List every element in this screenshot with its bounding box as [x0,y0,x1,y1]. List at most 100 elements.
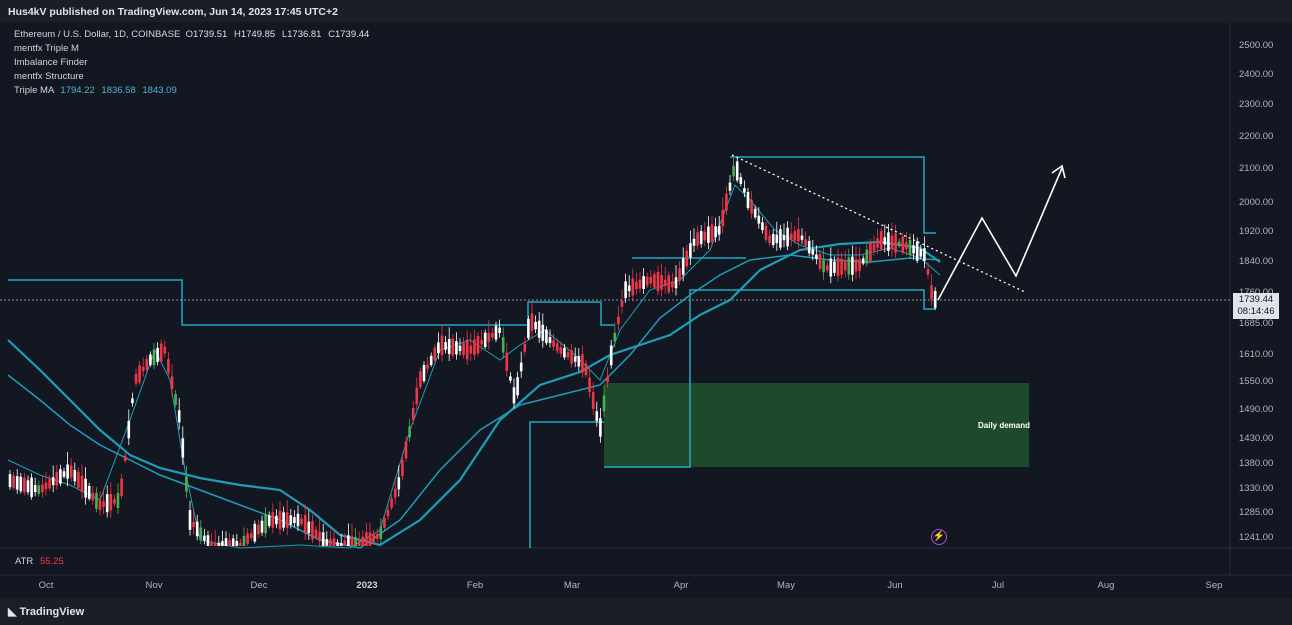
indicator-triple-ma[interactable]: Triple MA 1794.22 1836.58 1843.09 [14,84,373,98]
candle-body [41,484,44,493]
candle-body [181,438,185,458]
time-label: Jul [991,580,1005,591]
candle-body [55,471,59,486]
price-label: 1550.00 [1239,376,1274,387]
candle-body [822,260,825,273]
candle-body [329,538,332,546]
candle-body [429,355,433,365]
tradingview-logo-icon: ◣ [8,606,17,618]
candle-body [512,387,516,404]
candle-body [411,408,415,420]
candle-body [393,488,397,498]
candle-body [8,474,12,488]
candle-body [757,215,761,224]
candle-body [267,515,271,526]
candle-body [761,222,764,231]
candle-body [667,275,671,293]
candle-body [239,542,242,546]
candle-body [573,356,577,362]
candle-body [501,337,505,353]
structure-line-high [730,156,936,234]
candle-body [829,258,833,277]
candle-body [519,362,523,372]
ma-slow [7,240,941,547]
candle-body [134,373,138,384]
candle-body [876,238,879,248]
candle-body [408,426,411,438]
candle-body [836,257,840,276]
candle-body [123,455,127,462]
candle-body [426,364,429,369]
candlestick-series [8,158,937,546]
candle-body [696,232,699,246]
candle-body [750,199,753,214]
candle-body [537,320,541,338]
candle-body [840,258,843,275]
candle-body [48,478,51,489]
candle-body [642,276,645,289]
candle-body [541,324,545,341]
candle-body [764,225,768,240]
candle-body [555,343,559,352]
candle-body [138,365,141,383]
candle-body [577,356,581,367]
candle-body [825,265,829,271]
candle-body [159,343,163,362]
structure-line-demand [529,421,604,548]
candle-body [422,364,426,382]
candle-body [912,245,915,254]
candle-body [854,259,858,272]
candle-body [689,243,692,258]
candle-body [102,501,105,507]
candle-body [923,248,926,262]
candle-body [26,480,30,493]
candle-body [253,523,257,542]
candle-body [95,492,98,509]
candle-body [401,460,404,476]
candle-body [163,346,167,354]
price-chart[interactable] [0,0,1292,598]
indicator-imbalance-finder[interactable]: Imbalance Finder [14,57,88,68]
price-label: 2200.00 [1239,131,1274,142]
candle-body [656,272,660,292]
candle-body [602,395,606,412]
structure-lines [8,156,936,548]
current-price-value: 1739.44 [1238,294,1274,305]
candle-body [404,441,408,459]
triple-ma-label: Triple MA [14,85,54,96]
symbol-name[interactable]: Ethereum / U.S. Dollar, 1D, COINBASE [14,29,181,40]
daily-demand-zone [604,383,1029,467]
indicator-triple-m[interactable]: mentfx Triple M [14,43,79,54]
price-label: 2000.00 [1239,197,1274,208]
candle-body [631,278,635,296]
indicator-structure[interactable]: mentfx Structure [14,71,84,82]
candle-body [221,541,224,546]
candle-body [235,540,239,546]
candle-body [563,347,566,358]
candle-body [487,333,491,342]
candle-body [804,239,807,246]
candle-body [699,230,703,245]
candle-body [483,332,487,348]
candle-body [930,285,933,299]
candle-body [69,465,73,478]
candle-body [843,262,847,271]
candle-body [926,269,930,275]
candle-body [105,494,109,513]
candle-body [451,338,455,356]
candle-body [84,478,87,498]
candle-body [732,165,735,177]
price-label: 2100.00 [1239,163,1274,174]
candle-body [167,359,170,373]
atr-legend[interactable]: ATR 55.25 [15,556,64,567]
candle-body [707,226,710,243]
candle-body [87,485,91,499]
time-label: Oct [38,580,54,591]
candle-body [156,347,159,363]
candle-body [437,342,440,354]
candle-body [307,521,311,533]
flash-icon[interactable]: ⚡ [931,529,947,545]
candle-body [797,229,800,242]
candle-body [282,512,285,528]
candle-body [609,345,613,366]
